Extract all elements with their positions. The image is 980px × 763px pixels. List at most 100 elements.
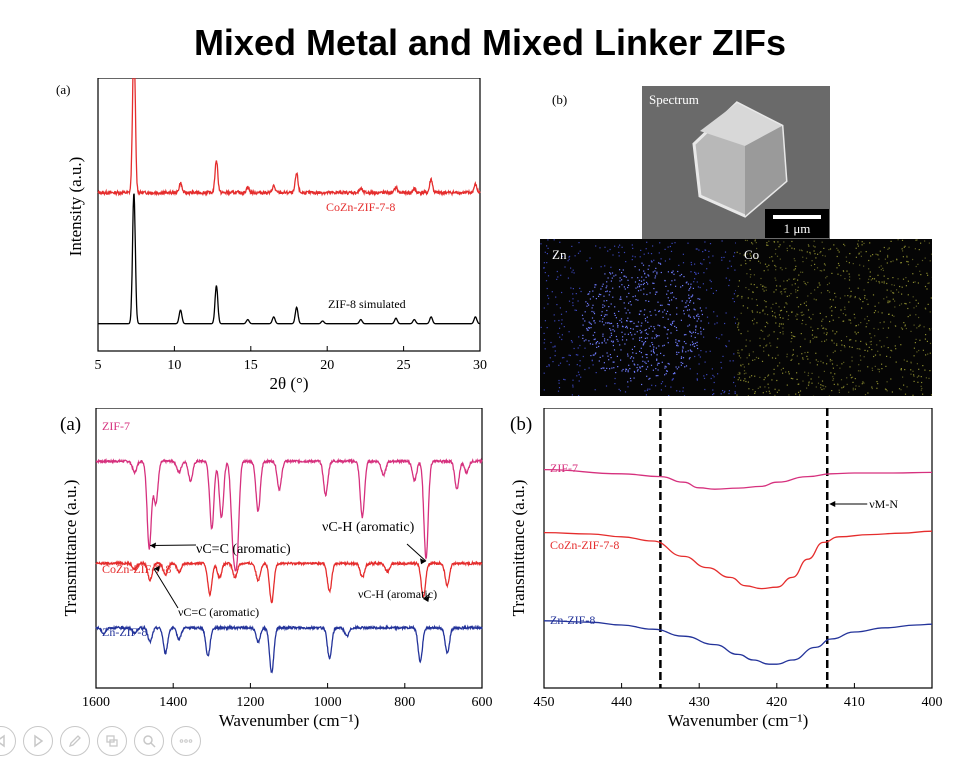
co-dot: [910, 362, 912, 364]
zn-dot: [676, 329, 678, 331]
zn-dot: [564, 379, 566, 381]
zn-dot: [645, 368, 647, 370]
co-dot: [850, 290, 852, 292]
co-dot: [845, 314, 847, 316]
co-dot: [832, 299, 834, 301]
zn-dot: [552, 346, 554, 348]
zn-dot: [703, 377, 706, 379]
co-dot: [856, 348, 858, 350]
zn-dot: [592, 364, 594, 366]
zn-dot: [677, 340, 680, 342]
co-dot: [809, 251, 811, 254]
co-dot: [825, 334, 828, 336]
zn-dot: [694, 342, 697, 344]
zn-dot: [715, 337, 718, 339]
co-dot: [926, 288, 928, 290]
zn-dot: [547, 247, 549, 249]
zn-dot: [721, 256, 723, 259]
zn-dot: [733, 301, 735, 303]
co-dot: [890, 290, 892, 292]
zn-dot: [640, 347, 642, 349]
co-dot: [895, 348, 897, 350]
zoom-button[interactable]: [134, 726, 164, 756]
zn-dot: [682, 357, 685, 359]
co-dot: [891, 350, 893, 352]
zn-dot: [661, 304, 663, 306]
co-dot: [825, 339, 828, 341]
zn-dot: [613, 367, 615, 369]
co-dot: [738, 329, 740, 331]
co-dot: [823, 388, 825, 390]
zn-dot: [652, 245, 654, 247]
co-dot: [916, 363, 918, 365]
co-dot: [882, 267, 884, 269]
co-dot: [744, 239, 747, 241]
co-dot: [903, 384, 905, 386]
zn-dot: [713, 381, 715, 384]
x-tick-label: 1600: [82, 695, 110, 710]
co-dot: [744, 260, 746, 262]
prev-slide-button[interactable]: [0, 726, 16, 756]
co-dot: [846, 377, 848, 379]
co-dot: [879, 250, 881, 252]
co-dot: [878, 266, 880, 268]
more-button[interactable]: [171, 726, 201, 756]
zn-dot: [599, 247, 601, 249]
co-dot: [821, 385, 823, 387]
zn-dot: [571, 341, 573, 343]
co-dot: [931, 394, 932, 396]
zn-dot: [648, 378, 650, 380]
co-dot: [763, 300, 766, 302]
co-dot: [863, 242, 865, 244]
zn-dot: [698, 249, 700, 251]
zn-dot: [567, 277, 569, 279]
zn-dot: [621, 272, 623, 274]
slides-button[interactable]: [97, 726, 127, 756]
zn-dot: [593, 313, 596, 315]
co-dot: [915, 305, 917, 307]
zn-dot: [559, 336, 561, 338]
co-dot: [767, 244, 769, 246]
co-dot: [843, 345, 845, 347]
co-dot: [886, 390, 888, 392]
zn-dot: [651, 384, 653, 386]
co-dot: [740, 357, 742, 359]
co-dot: [762, 288, 764, 290]
co-dot: [924, 338, 926, 340]
co-dot: [775, 279, 777, 281]
co-dot: [773, 241, 776, 243]
zn-dot: [693, 316, 695, 318]
zn-dot: [637, 277, 639, 279]
co-dot: [920, 385, 922, 387]
zn-dot: [643, 314, 645, 316]
co-dot: [743, 373, 745, 375]
co-dot: [773, 373, 775, 375]
zn-dot: [642, 264, 645, 266]
co-dot: [840, 274, 842, 277]
co-dot: [805, 304, 807, 307]
pen-button[interactable]: [60, 726, 90, 756]
zn-dot: [601, 341, 603, 344]
zn-dot: [551, 291, 553, 293]
co-dot: [798, 363, 800, 365]
zn-dot: [650, 260, 652, 262]
zn-dot: [712, 394, 714, 396]
co-dot: [762, 310, 764, 312]
co-dot: [779, 310, 782, 312]
co-dot: [802, 261, 804, 263]
crystal-image: [692, 101, 788, 218]
co-dot: [797, 279, 799, 281]
zn-dot: [646, 357, 648, 359]
co-dot: [824, 340, 826, 342]
annotation-arrow: [406, 543, 427, 562]
zn-dot: [636, 367, 638, 369]
zn-dot: [685, 365, 688, 367]
co-dot: [828, 291, 831, 293]
zn-dot: [671, 292, 673, 294]
zn-dot: [649, 311, 651, 313]
next-slide-button[interactable]: [23, 726, 53, 756]
zn-dot: [713, 376, 715, 378]
zn-dot: [618, 388, 620, 390]
zn-dot: [550, 341, 552, 344]
co-dot: [806, 251, 808, 253]
